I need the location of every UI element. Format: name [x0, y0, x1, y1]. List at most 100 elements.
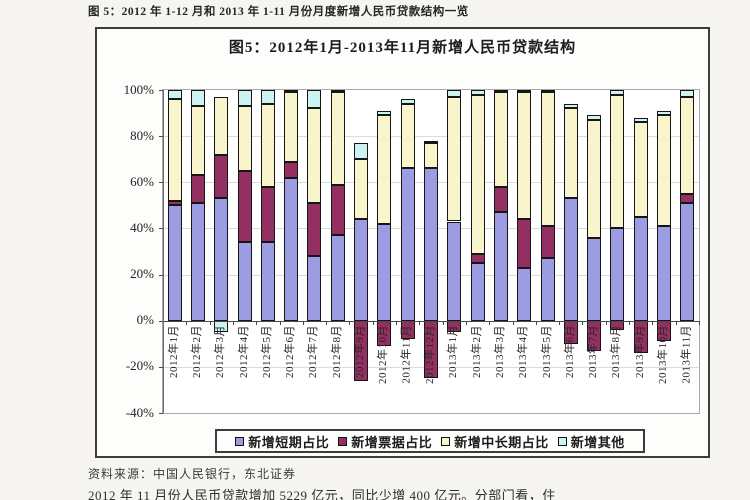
- legend-item: 新增短期占比: [235, 432, 329, 451]
- bar-segment: [307, 256, 322, 321]
- bar-segment: [493, 90, 508, 93]
- bar-segment: [377, 110, 392, 116]
- x-tick-label: 2013年2月: [470, 324, 483, 378]
- bar-segment: [190, 175, 205, 204]
- x-tick-label: 2013年4月: [517, 324, 530, 378]
- bar-segment: [470, 94, 485, 254]
- body-text: 2012 年 11 月份人民币贷款增加 5229 亿元，同比少增 400 亿元。…: [88, 488, 556, 500]
- bar-segment: [330, 184, 345, 236]
- x-tick-label: 2013年7月: [587, 324, 600, 378]
- x-tick-label: 2013年1月: [447, 324, 460, 378]
- bar-segment: [330, 90, 345, 93]
- bar-segment: [330, 235, 345, 321]
- bar-segment: [330, 92, 345, 185]
- x-tick-label: 2012年12月: [424, 324, 436, 384]
- bar-segment: [633, 216, 648, 321]
- bar-segment: [657, 226, 672, 321]
- bar-segment: [284, 92, 299, 162]
- bar-segment: [400, 99, 415, 104]
- y-tick-label: 20%: [130, 266, 154, 282]
- gridline: [163, 136, 699, 138]
- x-axis-tick: [465, 320, 467, 325]
- legend-swatch-icon: [235, 436, 245, 446]
- bar-segment: [307, 108, 322, 204]
- legend-item: 新增其他: [557, 432, 625, 451]
- bar-segment: [587, 115, 602, 120]
- bar-segment: [284, 161, 299, 178]
- x-tick-label: 2013年8月: [610, 324, 623, 378]
- bar-segment: [563, 108, 578, 199]
- bar-segment: [284, 90, 299, 93]
- x-tick-label: 2012年8月: [330, 324, 343, 378]
- bar-segment: [167, 90, 182, 100]
- x-axis-tick: [442, 320, 444, 325]
- bar-segment: [400, 103, 415, 169]
- y-tick-label: 40%: [130, 219, 154, 235]
- x-axis-tick: [489, 320, 491, 325]
- bar-segment: [424, 143, 438, 169]
- bar-segment: [190, 106, 205, 176]
- y-axis-tick: [159, 136, 163, 138]
- bar-segment: [563, 103, 578, 109]
- legend-label: 新增票据占比: [351, 434, 433, 450]
- x-axis-tick: [559, 320, 561, 325]
- x-axis-tick: [372, 320, 374, 325]
- x-axis-tick: [629, 320, 631, 325]
- x-tick-label: 2012年10月: [377, 324, 390, 384]
- bar-segment: [517, 267, 532, 321]
- x-axis-tick: [209, 320, 211, 325]
- x-axis-tick: [535, 320, 537, 325]
- bar-segment: [470, 90, 485, 95]
- bar-segment: [424, 140, 438, 144]
- legend-swatch-icon: [338, 436, 348, 446]
- source-note: 资料来源：中国人民银行，东北证券: [88, 467, 297, 481]
- legend-item: 新增中长期占比: [441, 432, 549, 451]
- x-tick-label: 2013年9月: [633, 324, 646, 378]
- x-tick-label: 2013年6月: [563, 324, 576, 378]
- y-tick-label: -40%: [125, 404, 154, 420]
- x-axis-tick: [605, 320, 607, 325]
- bar-segment: [260, 242, 275, 321]
- x-axis-tick: [256, 320, 258, 325]
- bar-segment: [633, 122, 648, 217]
- y-axis-tick: [159, 228, 163, 230]
- bar-segment: [587, 119, 602, 238]
- bar-segment: [633, 117, 648, 123]
- bar-segment: [517, 219, 532, 268]
- x-axis-tick: [675, 320, 677, 325]
- bar-segment: [540, 226, 555, 259]
- x-axis-tick: [186, 320, 188, 325]
- legend-item: 新增票据占比: [338, 432, 432, 451]
- bar-segment: [563, 198, 578, 321]
- x-tick-label: 2013年3月: [493, 324, 506, 378]
- x-tick-label: 2012年4月: [237, 324, 250, 378]
- x-axis-tick: [279, 320, 281, 325]
- y-tick-label: 60%: [130, 173, 154, 189]
- legend-label: 新增中长期占比: [454, 434, 549, 450]
- chart-legend: 新增短期占比 新增票据占比 新增中长期占比 新增其他: [215, 429, 645, 453]
- x-tick-label: 2012年6月: [284, 324, 297, 378]
- bar-segment: [610, 228, 625, 321]
- y-tick-label: 100%: [123, 81, 154, 97]
- bar-segment: [260, 103, 275, 187]
- y-axis-tick: [159, 274, 163, 276]
- bar-segment: [237, 242, 252, 321]
- x-tick-label: 2012年3月: [214, 324, 227, 378]
- x-axis-tick: [302, 320, 304, 325]
- y-tick-label: 80%: [130, 127, 154, 143]
- bar-segment: [610, 94, 625, 229]
- y-axis-tick: [159, 366, 163, 368]
- bar-segment: [190, 203, 205, 321]
- bar-segment: [377, 223, 392, 321]
- legend-swatch-icon: [557, 436, 567, 446]
- bar-segment: [657, 110, 672, 116]
- x-tick-label: 2013年11月: [680, 324, 693, 384]
- x-tick-label: 2012年2月: [190, 324, 203, 378]
- legend-label: 新增其他: [570, 434, 625, 450]
- y-axis-tick: [159, 182, 163, 184]
- bar-segment: [540, 258, 555, 321]
- y-axis-tick: [159, 90, 163, 91]
- bar-segment: [237, 90, 252, 107]
- y-axis-tick: [159, 413, 163, 414]
